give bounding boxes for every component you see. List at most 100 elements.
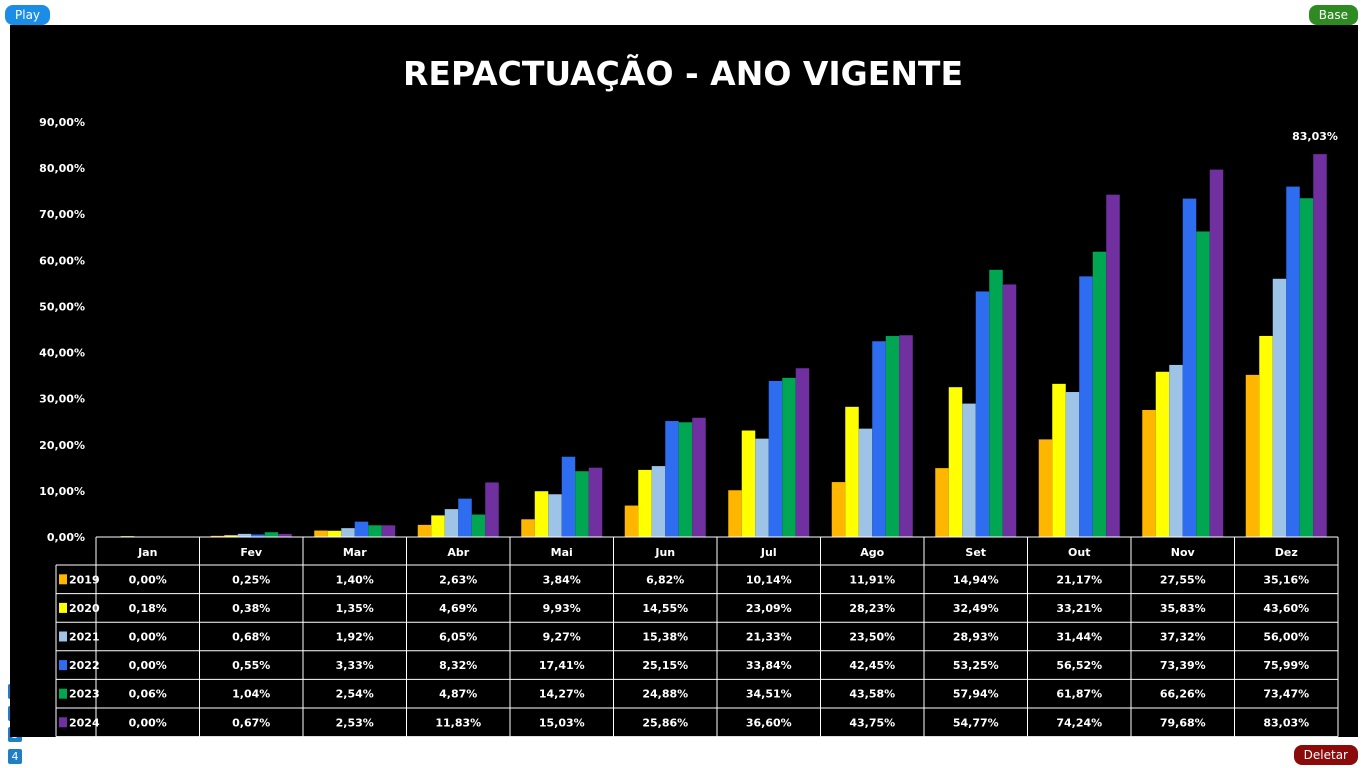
table-cell: 0,68% xyxy=(232,631,270,644)
table-cell: 28,93% xyxy=(953,631,999,644)
y-tick-label: 0,00% xyxy=(47,531,85,544)
bar-2022-Abr xyxy=(458,498,472,537)
bar-2019-Mar xyxy=(314,530,328,537)
table-cell: 57,94% xyxy=(953,688,999,701)
bar-2020-Mar xyxy=(327,530,342,537)
bar-2019-Out xyxy=(1038,439,1053,537)
table-cell: 61,87% xyxy=(1056,688,1102,701)
bar-2020-Abr xyxy=(431,515,445,537)
bar-2024-Nov xyxy=(1209,169,1224,537)
table-cell: 2,53% xyxy=(336,716,374,729)
legend-key-2019 xyxy=(59,574,67,585)
bar-2023-Ago xyxy=(885,336,900,537)
chart-title: REPACTUAÇÃO - ANO VIGENTE xyxy=(403,53,963,93)
bar-2022-Jun xyxy=(665,421,679,537)
table-cell: 14,94% xyxy=(953,573,999,586)
bar-2023-Out xyxy=(1092,251,1107,537)
bar-2024-Set xyxy=(1002,284,1017,537)
bar-2023-Set xyxy=(989,269,1003,537)
base-button[interactable]: Base xyxy=(1308,5,1358,25)
legend-label: 2019 xyxy=(69,573,100,586)
legend-key-2022 xyxy=(59,660,67,671)
bar-2024-Abr xyxy=(485,482,499,537)
bar-2023-Mai xyxy=(575,471,589,537)
bar-2024-Jul xyxy=(795,368,810,537)
delete-button[interactable]: Deletar xyxy=(1293,745,1358,765)
x-tick-label: Set xyxy=(965,546,986,559)
y-tick-label: 10,00% xyxy=(39,485,85,498)
table-cell: 3,84% xyxy=(543,573,581,586)
bar-2019-Fev xyxy=(210,535,225,537)
table-cell: 9,93% xyxy=(543,602,581,615)
legend-label: 2024 xyxy=(69,716,100,729)
y-tick-label: 40,00% xyxy=(39,347,85,360)
table-cell: 21,17% xyxy=(1056,573,1102,586)
y-tick-label: 80,00% xyxy=(39,162,85,175)
bar-2021-Jun xyxy=(651,466,666,537)
play-button[interactable]: Play xyxy=(5,5,51,25)
y-tick-label: 90,00% xyxy=(39,116,85,129)
bar-2019-Dez xyxy=(1245,374,1260,537)
table-cell: 32,49% xyxy=(953,602,999,615)
bar-2023-Dez xyxy=(1299,198,1314,537)
table-cell: 56,00% xyxy=(1263,631,1309,644)
bar-2021-Jul xyxy=(755,438,769,537)
table-cell: 0,67% xyxy=(232,716,270,729)
table-cell: 35,83% xyxy=(1160,602,1206,615)
bar-2023-Mar xyxy=(368,525,382,537)
table-cell: 74,24% xyxy=(1056,716,1102,729)
table-cell: 43,60% xyxy=(1263,602,1309,615)
y-tick-label: 20,00% xyxy=(39,439,85,452)
table-cell: 0,38% xyxy=(232,602,270,615)
table-cell: 8,32% xyxy=(439,659,477,672)
bar-2024-Dez xyxy=(1313,154,1327,537)
table-cell: 73,47% xyxy=(1263,688,1309,701)
bar-2021-Ago xyxy=(858,428,873,537)
table-cell: 54,77% xyxy=(953,716,999,729)
bar-2022-Dez xyxy=(1286,186,1300,537)
page-4-button[interactable]: 4 xyxy=(8,749,22,764)
table-cell: 0,55% xyxy=(232,659,270,672)
table-cell: 33,21% xyxy=(1056,602,1102,615)
x-tick-label: Jul xyxy=(760,546,777,559)
table-cell: 0,25% xyxy=(232,573,270,586)
table-cell: 4,69% xyxy=(439,602,477,615)
bar-2021-Nov xyxy=(1169,364,1183,537)
table-cell: 11,91% xyxy=(849,573,895,586)
table-cell: 35,16% xyxy=(1263,573,1309,586)
table-cell: 0,06% xyxy=(129,688,167,701)
data-label: 83,03% xyxy=(1292,130,1338,143)
bar-2024-Out xyxy=(1106,194,1120,537)
bar-2020-Set xyxy=(948,387,963,537)
table-cell: 79,68% xyxy=(1160,716,1206,729)
x-tick-label: Mar xyxy=(343,546,367,559)
table-cell: 56,52% xyxy=(1056,659,1102,672)
table-cell: 43,58% xyxy=(849,688,895,701)
table-cell: 1,35% xyxy=(336,602,374,615)
table-cell: 0,00% xyxy=(129,659,167,672)
table-cell: 14,27% xyxy=(539,688,585,701)
bar-2019-Mai xyxy=(521,519,535,537)
bar-2021-Abr xyxy=(444,509,459,537)
table-cell: 23,09% xyxy=(746,602,792,615)
legend-key-2024 xyxy=(59,717,67,728)
bar-2019-Nov xyxy=(1142,409,1156,537)
table-cell: 28,23% xyxy=(849,602,895,615)
table-cell: 11,83% xyxy=(435,716,481,729)
bar-2020-Dez xyxy=(1259,335,1273,537)
table-cell: 25,86% xyxy=(642,716,688,729)
x-tick-label: Nov xyxy=(1171,546,1196,559)
table-cell: 17,41% xyxy=(539,659,585,672)
bar-2022-Fev xyxy=(251,534,265,537)
bar-2020-Nov xyxy=(1155,371,1170,537)
bar-2024-Fev xyxy=(278,533,292,537)
table-cell: 27,55% xyxy=(1160,573,1206,586)
table-cell: 0,00% xyxy=(129,631,167,644)
bar-2019-Set xyxy=(935,468,949,537)
table-cell: 66,26% xyxy=(1160,688,1206,701)
bar-2022-Set xyxy=(975,291,990,537)
legend-key-2023 xyxy=(59,688,67,699)
table-cell: 34,51% xyxy=(746,688,792,701)
bar-2023-Jul xyxy=(782,377,796,537)
legend-label: 2023 xyxy=(69,688,100,701)
